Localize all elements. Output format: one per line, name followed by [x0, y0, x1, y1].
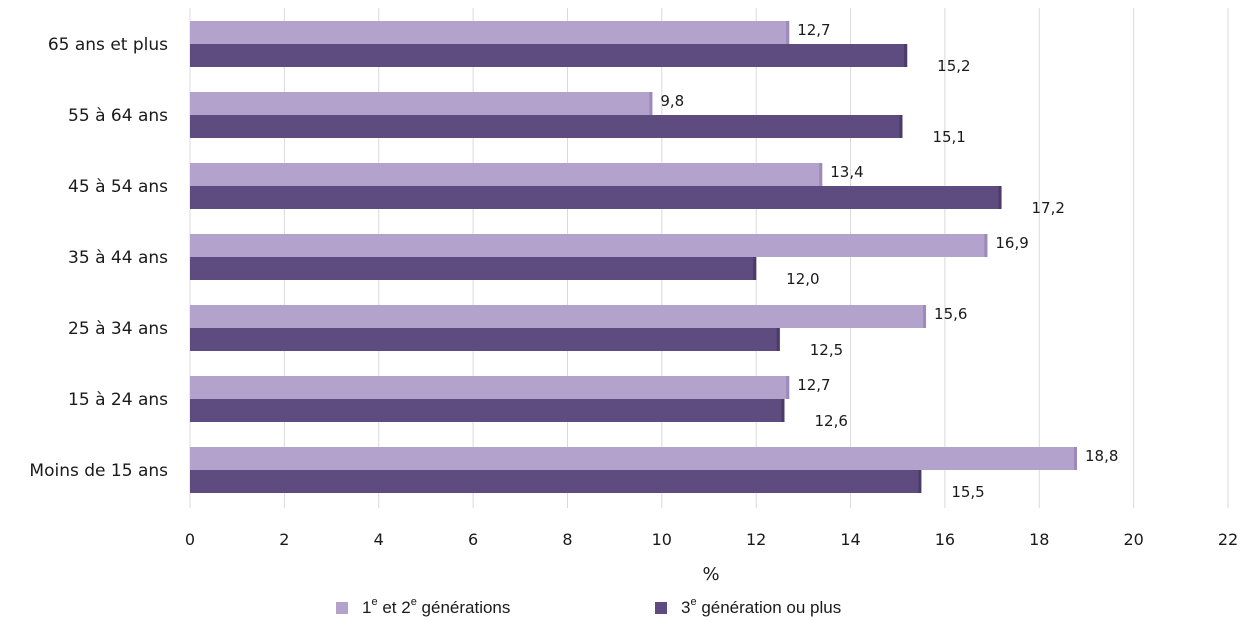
bar-edge	[781, 399, 785, 422]
bar-edge	[923, 305, 927, 328]
bar-edge	[649, 92, 653, 115]
bar-series-2	[190, 470, 922, 493]
x-axis-title: %	[702, 564, 719, 585]
bar-edge	[1074, 447, 1078, 470]
data-label-series-2: 15,5	[951, 483, 984, 501]
legend-item-series-1: 1e et 2e générations	[336, 596, 510, 620]
category-label: Moins de 15 ans	[29, 461, 168, 481]
bar-edge	[753, 257, 757, 280]
data-label-series-2: 17,2	[1032, 199, 1065, 217]
bar-series-1	[190, 21, 790, 44]
bar-series-2	[190, 257, 757, 280]
data-label-series-2: 12,0	[786, 270, 819, 288]
bar-edge	[786, 376, 790, 399]
x-tick-label: 4	[374, 530, 384, 549]
x-tick-label: 20	[1123, 530, 1143, 549]
category-label: 45 à 54 ans	[68, 177, 168, 197]
legend-swatch-series-1	[336, 602, 348, 614]
data-label-series-2: 15,2	[937, 57, 970, 75]
data-label-series-2: 12,5	[810, 341, 843, 359]
legend-label-series-2: 3e génération ou plus	[681, 596, 842, 617]
x-tick-label: 8	[562, 530, 572, 549]
x-tick-label: 18	[1029, 530, 1049, 549]
bar-edge	[786, 21, 790, 44]
bar-edge	[998, 186, 1002, 209]
data-labels: 12,7 15,2 9,8 15,1 13,4 17,216,9 12,0 15,6 12,5 1…	[660, 21, 1118, 501]
bar-series-1	[190, 376, 790, 399]
x-tick-label: 22	[1218, 530, 1238, 549]
x-tick-label: 16	[935, 530, 955, 549]
category-label: 65 ans et plus	[48, 35, 168, 55]
bar-series-1	[190, 305, 927, 328]
x-tick-label: 12	[746, 530, 766, 549]
x-tick-label: 6	[468, 530, 478, 549]
category-labels: 65 ans et plus 55 à 64 ans 45 à 54 ans 35 à…	[29, 35, 168, 481]
legend-item-series-2: 3e génération ou plus	[655, 596, 841, 620]
x-tick-labels: 0 2 4 6 8 10 12 14 16 18 20 22	[185, 530, 1238, 549]
data-label-series-2: 12,6	[814, 412, 847, 430]
bar-edge	[918, 470, 922, 493]
bar-series-2	[190, 186, 1002, 209]
bar-edge	[819, 163, 823, 186]
bar-series-2	[190, 399, 785, 422]
bar-series-1	[190, 234, 988, 257]
bar-series-2	[190, 44, 908, 67]
category-label: 35 à 44 ans	[68, 248, 168, 268]
data-label-series-1: 9,8	[660, 92, 684, 110]
bar-edge	[776, 328, 780, 351]
data-label-series-1: 18,8	[1085, 447, 1118, 465]
bar-edge	[899, 115, 903, 138]
category-label: 15 à 24 ans	[68, 390, 168, 410]
legend-swatch-series-2	[655, 602, 667, 614]
x-tick-label: 14	[840, 530, 860, 549]
x-tick-label: 2	[279, 530, 289, 549]
bars	[190, 21, 1078, 493]
data-label-series-1: 16,9	[995, 234, 1028, 252]
x-tick-label: 10	[652, 530, 672, 549]
data-label-series-1: 13,4	[830, 163, 863, 181]
legend-label-series-1: 1e et 2e générations	[362, 596, 511, 617]
category-label: 55 à 64 ans	[68, 106, 168, 126]
data-label-series-1: 15,6	[934, 305, 967, 323]
bar-chart: 65 ans et plus 55 à 64 ans 45 à 54 ans 35 à…	[29, 8, 1238, 585]
bar-series-2	[190, 328, 780, 351]
data-label-series-2: 15,1	[932, 128, 965, 146]
x-tick-label: 0	[185, 530, 195, 549]
bar-edge	[904, 44, 908, 67]
bar-series-1	[190, 92, 653, 115]
data-label-series-1: 12,7	[797, 21, 830, 39]
bar-series-2	[190, 115, 903, 138]
bar-edge	[984, 234, 988, 257]
category-label: 25 à 34 ans	[68, 319, 168, 339]
bar-series-1	[190, 447, 1078, 470]
legend: 1e et 2e générations 3e génération ou pl…	[0, 596, 1249, 620]
bar-series-1	[190, 163, 823, 186]
data-label-series-1: 12,7	[797, 376, 830, 394]
